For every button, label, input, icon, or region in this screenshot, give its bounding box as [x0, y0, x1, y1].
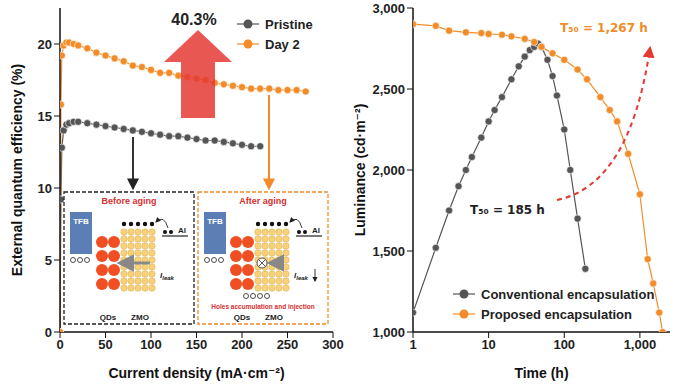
svg-text:300: 300 — [322, 337, 344, 352]
svg-text:2,500: 2,500 — [372, 82, 405, 97]
svg-text:1,000: 1,000 — [372, 325, 405, 340]
svg-text:Proposed encapsulation: Proposed encapsulation — [481, 307, 632, 322]
svg-text:50: 50 — [98, 337, 112, 352]
svg-text:After aging: After aging — [239, 196, 287, 206]
svg-text:Ileak: Ileak — [160, 271, 175, 281]
svg-text:T₅₀ = 185 h: T₅₀ = 185 h — [470, 203, 545, 217]
svg-text:100: 100 — [140, 337, 162, 352]
svg-text:Day 2: Day 2 — [265, 37, 300, 52]
svg-text:0: 0 — [56, 337, 63, 352]
svg-text:External quantum efficiency (%: External quantum efficiency (%) — [9, 64, 25, 276]
svg-text:10: 10 — [481, 337, 495, 352]
svg-text:Time (h): Time (h) — [514, 365, 568, 381]
svg-text:Holes accumulation and injecti: Holes accumulation and injection — [211, 303, 314, 311]
svg-text:1,000: 1,000 — [624, 337, 657, 352]
svg-text:1: 1 — [409, 337, 416, 352]
svg-text:1,500: 1,500 — [372, 244, 405, 259]
svg-text:QDs: QDs — [100, 313, 117, 322]
svg-text:QDs: QDs — [234, 313, 251, 322]
svg-text:40.3%: 40.3% — [171, 11, 216, 28]
svg-text:250: 250 — [277, 337, 299, 352]
svg-text:ZMO: ZMO — [265, 313, 283, 322]
svg-text:Pristine: Pristine — [265, 17, 313, 32]
svg-text:0: 0 — [45, 325, 52, 340]
svg-text:Luminance (cd·m⁻²): Luminance (cd·m⁻²) — [352, 104, 368, 237]
svg-text:Ileak: Ileak — [294, 271, 309, 281]
svg-text:T₅₀ = 1,267 h: T₅₀ = 1,267 h — [560, 21, 648, 35]
svg-text:TFB: TFB — [73, 217, 89, 226]
svg-text:TFB: TFB — [207, 217, 223, 226]
svg-text:ZMO: ZMO — [131, 313, 149, 322]
svg-text:5: 5 — [45, 253, 52, 268]
svg-text:3,000: 3,000 — [372, 1, 405, 16]
svg-text:10: 10 — [38, 181, 52, 196]
svg-text:20: 20 — [38, 37, 52, 52]
svg-text:Current density (mA·cm⁻²): Current density (mA·cm⁻²) — [108, 365, 284, 381]
svg-text:Al: Al — [312, 226, 320, 235]
svg-text:Al: Al — [178, 226, 186, 235]
svg-text:Before aging: Before aging — [101, 196, 156, 206]
svg-text:200: 200 — [231, 337, 253, 352]
svg-text:150: 150 — [186, 337, 208, 352]
svg-text:15: 15 — [38, 109, 52, 124]
svg-text:100: 100 — [553, 337, 575, 352]
svg-text:2,000: 2,000 — [372, 163, 405, 178]
svg-text:Conventional encapsulation: Conventional encapsulation — [481, 287, 654, 302]
